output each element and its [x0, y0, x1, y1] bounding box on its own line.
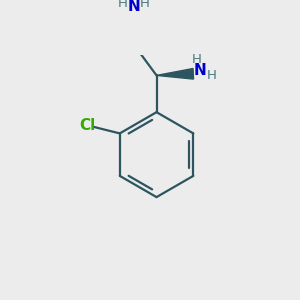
Text: H: H	[117, 0, 127, 10]
Text: H: H	[140, 0, 150, 10]
Text: H: H	[206, 69, 216, 82]
Text: N: N	[127, 0, 140, 14]
Text: N: N	[194, 63, 206, 78]
Text: H: H	[192, 52, 202, 66]
Polygon shape	[157, 68, 194, 79]
Text: Cl: Cl	[79, 118, 95, 133]
